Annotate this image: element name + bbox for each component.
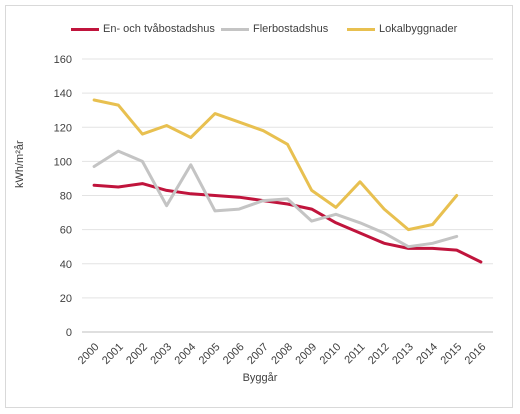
x-tick-label: 2011	[342, 341, 367, 366]
x-tick-label: 2009	[293, 341, 319, 367]
legend-swatch-lokalbyggnader	[347, 27, 375, 31]
x-tick-label: 2015	[439, 341, 465, 367]
x-tick-label: 2000	[76, 341, 102, 367]
x-tick-label: 2013	[390, 341, 416, 367]
x-tick-label: 2010	[318, 341, 344, 367]
legend-item-en-och-tvabostadshus: En- och tvåbostadshus	[71, 23, 215, 35]
x-tick-label: 2014	[414, 341, 440, 367]
x-tick-label: 2002	[124, 341, 150, 367]
y-tick-label: 140	[54, 88, 72, 100]
y-tick-label: 160	[54, 54, 72, 66]
x-tick-label: 2007	[245, 341, 271, 367]
x-tick-label: 2005	[197, 341, 223, 367]
y-tick-label: 100	[54, 156, 72, 168]
y-tick-label: 80	[60, 191, 72, 203]
y-tick-label: 20	[60, 293, 72, 305]
y-tick-label: 120	[54, 122, 72, 134]
x-tick-label: 2004	[173, 341, 199, 367]
x-tick-label: 2008	[269, 341, 295, 367]
legend-label-flerbostadshus: Flerbostadshus	[253, 23, 329, 35]
x-tick-label: 2001	[100, 341, 126, 367]
legend-swatch-en-och-tvabostadshus	[71, 27, 99, 31]
y-axis-title: kWh/m²år	[14, 140, 26, 188]
x-axis-title: Byggår	[242, 372, 278, 384]
legend-label-lokalbyggnader: Lokalbyggnader	[379, 23, 458, 35]
x-tick-label: 2012	[366, 341, 392, 367]
legend-item-flerbostadshus: Flerbostadshus	[221, 23, 328, 35]
y-tick-label: 40	[60, 259, 72, 271]
x-tick-label: 2006	[221, 341, 247, 367]
y-tick-label: 0	[66, 327, 72, 339]
legend-swatch-flerbostadshus	[221, 27, 249, 31]
series-line-3	[92, 98, 459, 232]
legend-label-en-och-tvabostadshus: En- och tvåbostadshus	[103, 23, 215, 35]
series-line-2	[92, 149, 459, 249]
x-tick-label: 2016	[463, 341, 489, 367]
y-tick-label: 60	[60, 225, 72, 237]
legend: En- och tvåbostadshus Flerbostadshus Lok…	[0, 23, 520, 43]
chart-frame	[5, 5, 513, 408]
x-tick-label: 2003	[148, 341, 174, 367]
legend-item-lokalbyggnader: Lokalbyggnader	[347, 23, 457, 35]
